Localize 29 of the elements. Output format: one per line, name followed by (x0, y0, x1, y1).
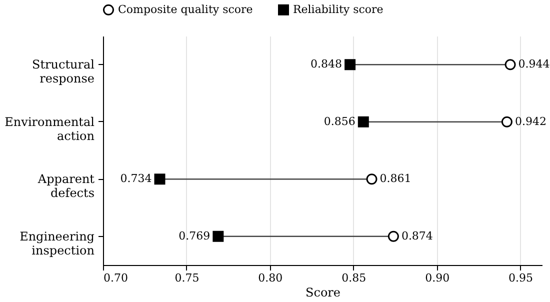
y-tick-label: Apparent defects (36, 172, 95, 200)
point (501, 116, 512, 128)
point (358, 116, 369, 128)
point (504, 59, 516, 70)
y-tick-label: Environmental action (4, 114, 95, 143)
data-label: 0.874 (401, 229, 433, 242)
data-label: 0.942 (514, 114, 546, 128)
data-label: 0.944 (518, 58, 550, 71)
y-tick-label: Structural response (32, 58, 95, 86)
point (212, 230, 224, 242)
data-label: 0.848 (310, 58, 342, 71)
point (344, 59, 356, 70)
x-tick-label: 0.70 (104, 272, 128, 284)
data-label: 0.856 (324, 114, 356, 128)
data-label: 0.734 (120, 172, 152, 186)
y-tick-label: Engineering inspection (20, 229, 95, 258)
data-label: 0.861 (380, 172, 412, 186)
x-axis-title: Score (305, 286, 341, 300)
data-label: 0.769 (178, 229, 210, 242)
x-tick-label: 0.95 (508, 272, 534, 284)
legend-label: Reliability score (293, 2, 384, 16)
x-tick-label: 0.75 (174, 272, 200, 284)
point (154, 174, 166, 185)
point (366, 174, 378, 185)
x-tick-label: 0.85 (342, 272, 366, 284)
point (388, 230, 399, 242)
legend-label: Composite quality score (118, 2, 253, 16)
x-tick-label: 0.90 (425, 272, 450, 284)
x-tick-label: 0.80 (258, 272, 283, 284)
